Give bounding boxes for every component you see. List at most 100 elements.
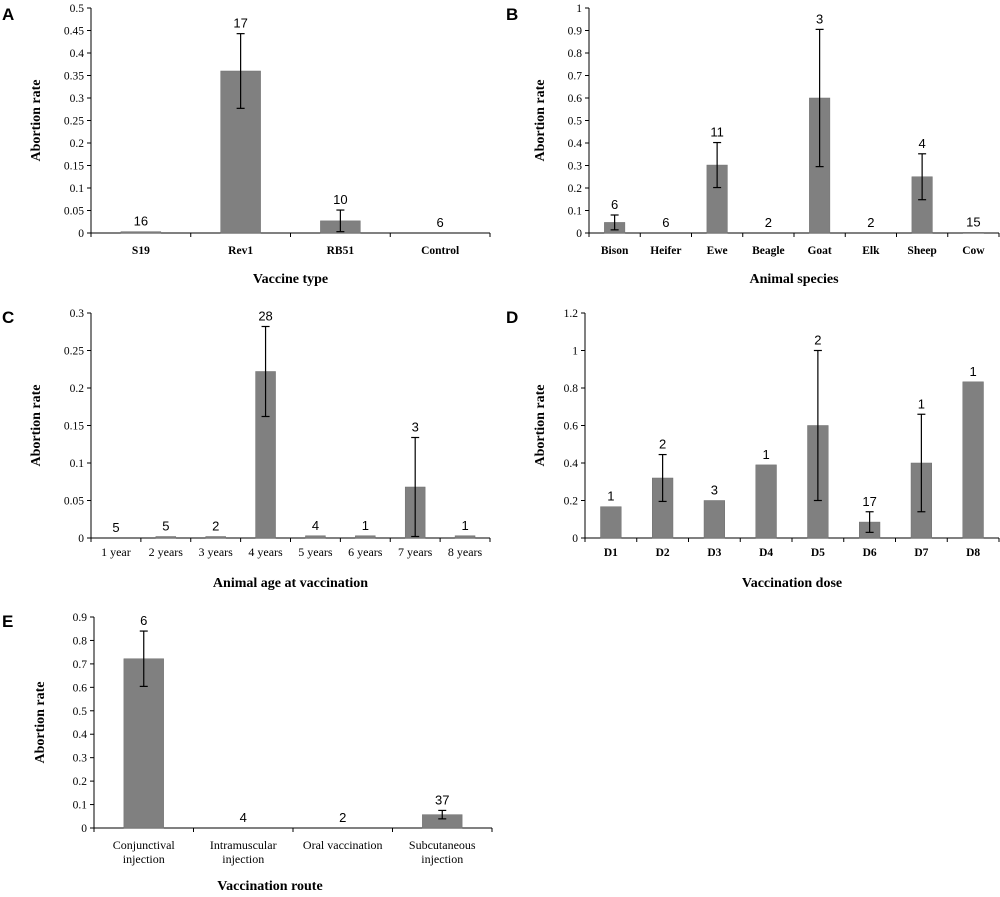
panel-d-n-label: 1 bbox=[970, 364, 977, 379]
panel-e-ytick-label: 0.5 bbox=[73, 706, 88, 718]
panel-e-n-label: 6 bbox=[140, 613, 147, 628]
panel-e-ytick-label: 0.2 bbox=[73, 776, 88, 788]
panel-a-ylabel: Abortion rate bbox=[29, 79, 44, 161]
panel-c-bar bbox=[205, 536, 226, 539]
panel-a-n-label: 16 bbox=[134, 214, 148, 229]
panel-c-ytick-label: 0.25 bbox=[64, 346, 84, 358]
panel-e-ytick-label: 0.3 bbox=[73, 753, 88, 765]
panel-c-n-label: 2 bbox=[212, 519, 219, 534]
panel-e-n-label: 2 bbox=[339, 810, 346, 825]
panel-a-category-label: S19 bbox=[132, 245, 150, 257]
panel-a-ytick-label: 0.45 bbox=[64, 26, 84, 38]
panel-d-ytick-label: 0.6 bbox=[564, 421, 579, 433]
panel-d-ytick-label: 0 bbox=[572, 533, 578, 545]
panel-b-n-label: 11 bbox=[710, 125, 724, 140]
panel-b-category-label: Cow bbox=[962, 245, 985, 257]
panel-b-ytick-label: 0.6 bbox=[568, 93, 583, 105]
panel-e-category-label: injection bbox=[123, 852, 165, 866]
panel-a-ytick-label: 0.15 bbox=[64, 161, 84, 173]
panel-a-label: A bbox=[2, 5, 14, 24]
panel-e-ytick-label: 0.7 bbox=[73, 659, 88, 671]
panel-b-n-label: 6 bbox=[611, 197, 618, 212]
panel-c-ytick-label: 0.2 bbox=[70, 383, 85, 395]
panel-a-ytick-label: 0.5 bbox=[70, 3, 85, 15]
panel-e-ytick-label: 0.1 bbox=[73, 800, 88, 812]
panel-e-category-label: Subcutaneous bbox=[409, 838, 476, 852]
panel-b-n-label: 2 bbox=[765, 215, 772, 230]
panel-d-bar bbox=[962, 381, 984, 539]
panel-c-bar bbox=[454, 535, 476, 539]
panel-c-ytick-label: 0.05 bbox=[64, 496, 84, 508]
panel-b-ytick-label: 0.4 bbox=[568, 138, 583, 150]
panel-d-category-label: D5 bbox=[811, 547, 825, 559]
panel-e-category-label: injection bbox=[222, 852, 264, 866]
panel-c-ytick-label: 0.3 bbox=[70, 308, 85, 320]
panel-d-label: D bbox=[506, 308, 518, 327]
panel-a-ytick-label: 0 bbox=[78, 228, 84, 240]
panel-d-xlabel: Vaccination dose bbox=[742, 576, 842, 591]
panel-a-ytick-label: 0.1 bbox=[70, 183, 85, 195]
panel-b-category-label: Heifer bbox=[650, 245, 681, 257]
panel-b-n-label: 2 bbox=[867, 215, 874, 230]
panel-c-ylabel: Abortion rate bbox=[29, 384, 44, 466]
panel-b-ytick-label: 0.3 bbox=[568, 161, 583, 173]
panel-e-label: E bbox=[2, 612, 13, 631]
panel-d-category-label: D8 bbox=[966, 547, 980, 559]
panel-c-category-label: 7 years bbox=[398, 545, 433, 559]
panel-c-category-label: 8 years bbox=[448, 545, 483, 559]
panel-c-ytick-label: 0.1 bbox=[70, 458, 85, 470]
panel-a-ytick-label: 0.3 bbox=[70, 93, 85, 105]
panel-c-category-label: 5 years bbox=[298, 545, 333, 559]
panel-d-n-label: 1 bbox=[763, 447, 770, 462]
panel-b-category-label: Elk bbox=[862, 245, 880, 257]
panel-d-bar bbox=[755, 464, 777, 539]
panel-e-ylabel: Abortion rate bbox=[33, 681, 48, 763]
panel-e-bar bbox=[123, 658, 164, 829]
panel-d-category-label: D2 bbox=[656, 547, 670, 559]
panel-c-n-label: 28 bbox=[258, 309, 272, 324]
panel-c-n-label: 5 bbox=[112, 520, 119, 535]
panel-e-category-label: Intramuscular bbox=[210, 838, 277, 852]
panel-d-ylabel: Abortion rate bbox=[533, 384, 548, 466]
panel-a-category-label: RB51 bbox=[327, 245, 355, 257]
panel-d-category-label: D3 bbox=[707, 547, 721, 559]
panel-d-category-label: D7 bbox=[914, 547, 928, 559]
panel-a-category-label: Rev1 bbox=[228, 245, 253, 257]
panel-b-n-label: 4 bbox=[919, 136, 926, 151]
panel-c-bar bbox=[155, 536, 177, 539]
panel-d-category-label: D4 bbox=[759, 547, 773, 559]
panel-b-ytick-label: 0.7 bbox=[568, 71, 583, 83]
panel-b-category-label: Ewe bbox=[707, 245, 728, 257]
panel-b-category-label: Sheep bbox=[907, 245, 936, 257]
panel-c-ytick-label: 0 bbox=[78, 533, 84, 545]
panel-b-ytick-label: 0 bbox=[576, 228, 582, 240]
panel-c-category-label: 2 years bbox=[149, 545, 184, 559]
panel-d-n-label: 2 bbox=[814, 333, 821, 348]
panel-b-label: B bbox=[506, 5, 518, 24]
panel-b-category-label: Goat bbox=[807, 245, 831, 257]
panel-d-ytick-label: 1 bbox=[572, 346, 578, 358]
panel-d-category-label: D6 bbox=[863, 547, 877, 559]
panel-b-n-label: 15 bbox=[966, 214, 980, 229]
panel-e-category-label: injection bbox=[421, 852, 463, 866]
panel-b-ytick-label: 0.1 bbox=[568, 206, 583, 218]
panel-c-n-label: 5 bbox=[162, 519, 169, 534]
panel-a-xlabel: Vaccine type bbox=[253, 272, 328, 287]
panel-a-n-label: 17 bbox=[233, 16, 247, 31]
panel-b-ytick-label: 0.2 bbox=[568, 183, 583, 195]
panel-a-ytick-label: 0.35 bbox=[64, 71, 84, 83]
panel-c-n-label: 4 bbox=[312, 518, 319, 533]
panel-a-ytick-label: 0.05 bbox=[64, 206, 84, 218]
panel-d-n-label: 1 bbox=[607, 489, 614, 504]
panel-e-category-label: Oral vaccination bbox=[303, 838, 383, 852]
panel-b-ytick-label: 0.8 bbox=[568, 48, 583, 60]
panel-b-ytick-label: 0.5 bbox=[568, 116, 583, 128]
panel-e-ytick-label: 0.9 bbox=[73, 612, 88, 624]
panel-d-category-label: D1 bbox=[604, 547, 618, 559]
panel-b-ylabel: Abortion rate bbox=[533, 79, 548, 161]
panel-a-ytick-label: 0.4 bbox=[70, 48, 85, 60]
panel-d-ytick-label: 0.4 bbox=[564, 458, 579, 470]
panel-d-ytick-label: 0.8 bbox=[564, 383, 579, 395]
panel-c-category-label: 1 year bbox=[101, 545, 131, 559]
panel-c-bar bbox=[355, 535, 376, 539]
